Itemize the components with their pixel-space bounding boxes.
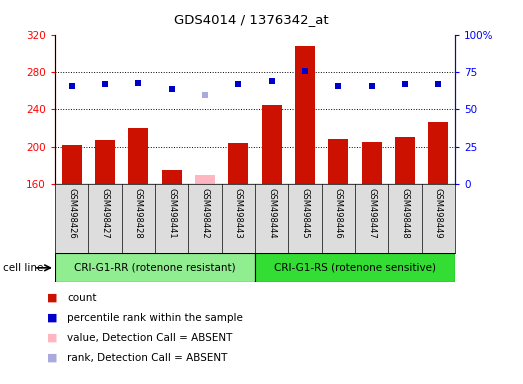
Text: ■: ■ xyxy=(47,333,58,343)
Bar xyxy=(128,128,148,184)
Text: GSM498448: GSM498448 xyxy=(401,188,410,238)
Text: GSM498442: GSM498442 xyxy=(200,188,209,238)
Bar xyxy=(262,105,281,184)
Text: ■: ■ xyxy=(47,293,58,303)
Text: percentile rank within the sample: percentile rank within the sample xyxy=(67,313,243,323)
Bar xyxy=(255,253,455,282)
Text: GSM498447: GSM498447 xyxy=(367,188,376,238)
Text: GSM498441: GSM498441 xyxy=(167,188,176,238)
Bar xyxy=(395,137,415,184)
Bar xyxy=(162,170,181,184)
Text: GSM498443: GSM498443 xyxy=(234,188,243,238)
Text: GSM498445: GSM498445 xyxy=(301,188,310,238)
Bar xyxy=(62,145,82,184)
Text: GSM498446: GSM498446 xyxy=(334,188,343,238)
Text: CRI-G1-RS (rotenone sensitive): CRI-G1-RS (rotenone sensitive) xyxy=(274,263,436,273)
Bar xyxy=(428,122,448,184)
Text: GSM498427: GSM498427 xyxy=(100,188,109,238)
Text: ■: ■ xyxy=(47,313,58,323)
Text: GSM498449: GSM498449 xyxy=(434,188,443,238)
Bar xyxy=(361,142,382,184)
Bar xyxy=(195,175,215,184)
Bar xyxy=(328,139,348,184)
Text: value, Detection Call = ABSENT: value, Detection Call = ABSENT xyxy=(67,333,232,343)
Bar xyxy=(295,46,315,184)
Text: GSM498426: GSM498426 xyxy=(67,188,76,238)
Text: GSM498444: GSM498444 xyxy=(267,188,276,238)
Bar xyxy=(228,143,248,184)
Text: count: count xyxy=(67,293,96,303)
Text: CRI-G1-RR (rotenone resistant): CRI-G1-RR (rotenone resistant) xyxy=(74,263,236,273)
Bar xyxy=(95,140,115,184)
Text: rank, Detection Call = ABSENT: rank, Detection Call = ABSENT xyxy=(67,353,228,362)
Text: GSM498428: GSM498428 xyxy=(134,188,143,238)
Bar xyxy=(55,253,255,282)
Text: cell line: cell line xyxy=(3,263,43,273)
Text: ■: ■ xyxy=(47,353,58,362)
Text: GDS4014 / 1376342_at: GDS4014 / 1376342_at xyxy=(174,13,328,26)
